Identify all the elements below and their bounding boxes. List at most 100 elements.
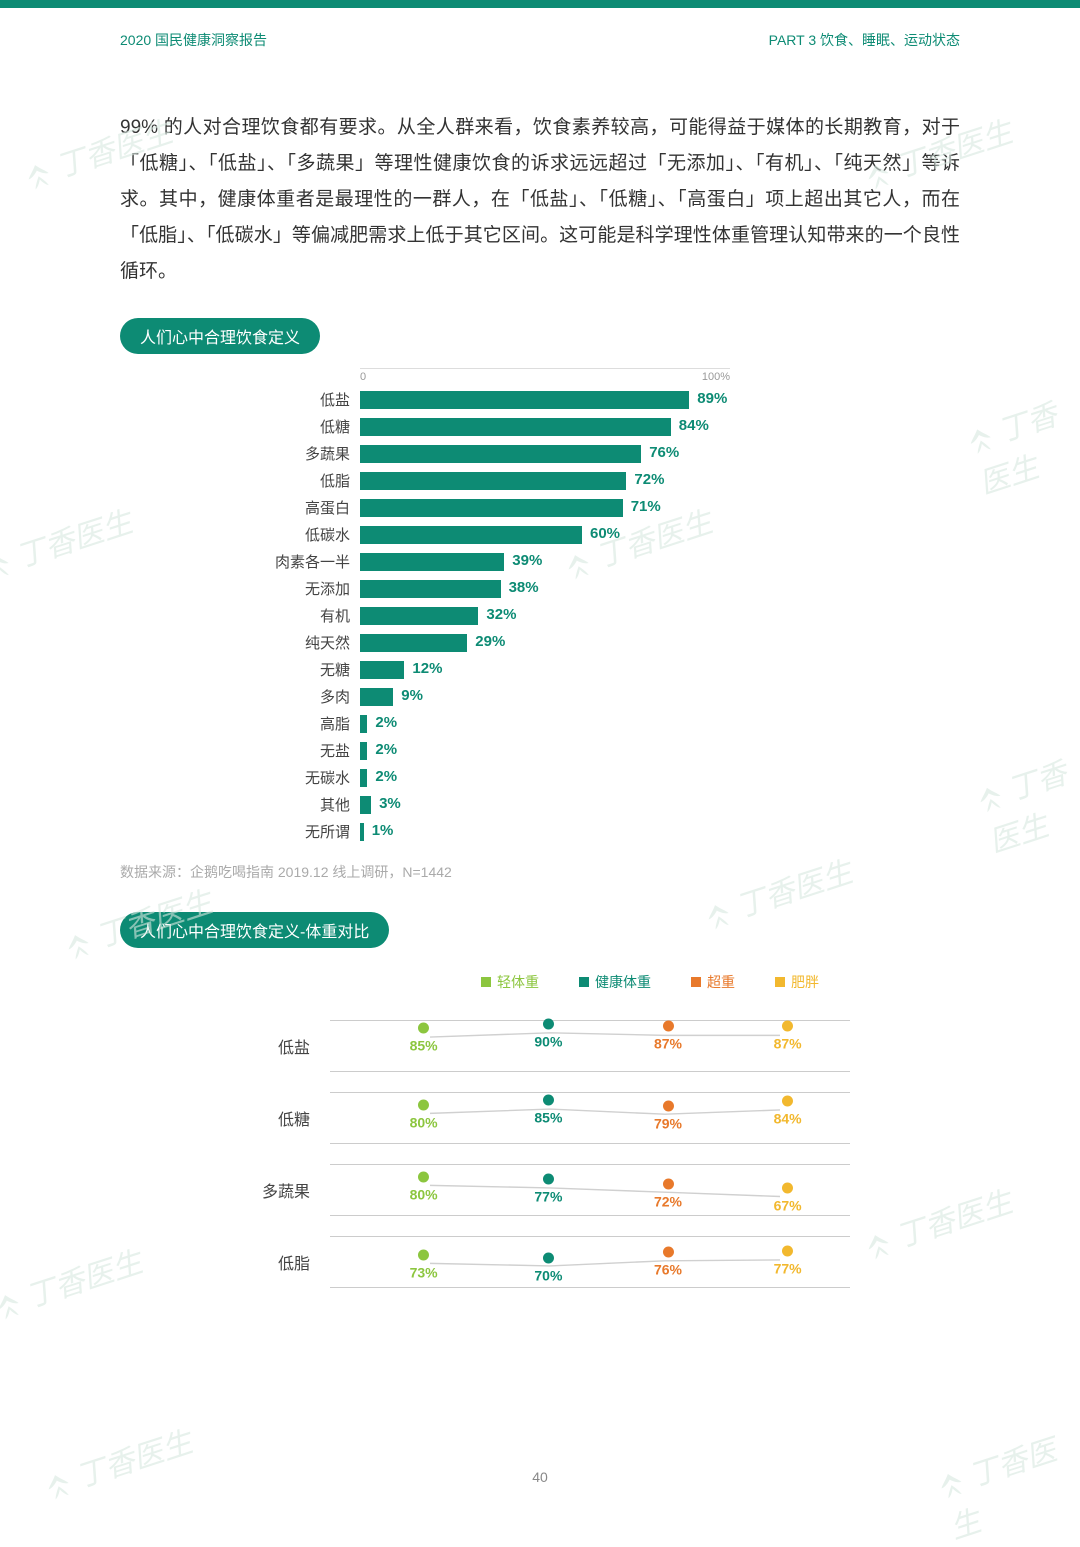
bar-value: 2% bbox=[375, 714, 397, 731]
dot-value: 77% bbox=[534, 1189, 562, 1205]
dot-value: 77% bbox=[774, 1261, 802, 1277]
bar-fill bbox=[360, 688, 393, 706]
dot-marker bbox=[543, 1018, 554, 1029]
dot-value: 85% bbox=[534, 1110, 562, 1126]
bar-label: 多肉 bbox=[260, 686, 360, 707]
dot-marker bbox=[782, 1246, 793, 1257]
bar-row: 高脂 2% bbox=[260, 711, 960, 736]
bar-value: 84% bbox=[679, 417, 709, 434]
bar-label: 无盐 bbox=[260, 740, 360, 761]
page-number: 40 bbox=[0, 1469, 1080, 1485]
bar-label: 高蛋白 bbox=[260, 497, 360, 518]
bar-row: 多蔬果76% bbox=[260, 441, 960, 466]
dot-row: 多蔬果80%77%72%67% bbox=[220, 1154, 960, 1226]
bar-value: 89% bbox=[697, 390, 727, 407]
legend-swatch bbox=[775, 977, 785, 987]
bar-value: 39% bbox=[512, 552, 542, 569]
dot-marker bbox=[782, 1096, 793, 1107]
dot-track: 73% 70% 76% 77% bbox=[330, 1236, 850, 1288]
legend-swatch bbox=[579, 977, 589, 987]
bar-fill bbox=[360, 580, 501, 598]
bar-fill bbox=[360, 823, 364, 841]
bar-value: 29% bbox=[475, 633, 505, 650]
bar-value: 72% bbox=[634, 471, 664, 488]
data-point: 90% bbox=[534, 1018, 562, 1049]
dot-value: 67% bbox=[774, 1198, 802, 1214]
bar-value: 12% bbox=[412, 660, 442, 677]
bar-label: 低糖 bbox=[260, 416, 360, 437]
dot-marker bbox=[663, 1100, 674, 1111]
legend-label: 轻体重 bbox=[497, 972, 539, 992]
bar-value: 2% bbox=[375, 741, 397, 758]
data-point: 80% bbox=[410, 1099, 438, 1130]
content-area: 99% 的人对合理饮食都有要求。从全人群来看，饮食素养较高，可能得益于媒体的长期… bbox=[0, 50, 1080, 1298]
bar-row: 无添加38% bbox=[260, 576, 960, 601]
dot-row: 低脂 73% 70% 76% 77% bbox=[220, 1226, 960, 1298]
data-point: 67% bbox=[774, 1183, 802, 1214]
bar-fill bbox=[360, 445, 641, 463]
dot-value: 72% bbox=[654, 1193, 682, 1209]
data-point: 76% bbox=[654, 1247, 682, 1278]
dot-value: 87% bbox=[654, 1036, 682, 1052]
dot-row-label: 低糖 bbox=[220, 1106, 330, 1130]
data-point: 72% bbox=[654, 1178, 682, 1209]
dot-row: 低糖 80% 85% 79% 84% bbox=[220, 1082, 960, 1154]
bar-row: 高蛋白71% bbox=[260, 495, 960, 520]
dot-row-label: 低盐 bbox=[220, 1034, 330, 1058]
dot-value: 80% bbox=[410, 1186, 438, 1202]
bar-label: 其他 bbox=[260, 794, 360, 815]
bar-fill bbox=[360, 391, 689, 409]
bar-row: 无所谓 1% bbox=[260, 819, 960, 844]
bar-label: 有机 bbox=[260, 605, 360, 626]
legend-swatch bbox=[691, 977, 701, 987]
dot-marker bbox=[663, 1247, 674, 1258]
bar-fill bbox=[360, 526, 582, 544]
bar-value: 32% bbox=[486, 606, 516, 623]
dot-value: 70% bbox=[534, 1267, 562, 1283]
data-source: 数据来源：企鹅吃喝指南 2019.12 线上调研，N=1442 bbox=[120, 862, 960, 882]
bar-label: 无所谓 bbox=[260, 821, 360, 842]
dot-marker bbox=[543, 1095, 554, 1106]
bar-row: 纯天然 29% bbox=[260, 630, 960, 655]
data-point: 77% bbox=[534, 1174, 562, 1205]
watermark: 丁香医生 bbox=[37, 1417, 197, 1506]
bar-label: 纯天然 bbox=[260, 632, 360, 653]
dot-marker bbox=[418, 1171, 429, 1182]
dot-row: 低盐85%90%87%87% bbox=[220, 1010, 960, 1082]
legend-item: 轻体重 bbox=[481, 972, 539, 992]
header-left: 2020 国民健康洞察报告 bbox=[120, 30, 267, 50]
data-point: 84% bbox=[774, 1096, 802, 1127]
dot-marker bbox=[418, 1249, 429, 1260]
legend: 轻体重健康体重超重肥胖 bbox=[340, 972, 960, 992]
legend-item: 健康体重 bbox=[579, 972, 651, 992]
data-point: 70% bbox=[534, 1252, 562, 1283]
bar-label: 高脂 bbox=[260, 713, 360, 734]
data-point: 73% bbox=[410, 1249, 438, 1280]
header-right: PART 3 饮食、睡眠、运动状态 bbox=[769, 30, 960, 50]
dot-value: 79% bbox=[654, 1115, 682, 1131]
bar-row: 低糖 84% bbox=[260, 414, 960, 439]
dot-value: 85% bbox=[410, 1038, 438, 1054]
data-point: 77% bbox=[774, 1246, 802, 1277]
top-accent-bar bbox=[0, 0, 1080, 8]
legend-label: 肥胖 bbox=[791, 972, 819, 992]
bar-value: 1% bbox=[372, 822, 394, 839]
bar-label: 肉素各一半 bbox=[260, 551, 360, 572]
bar-fill bbox=[360, 499, 623, 517]
bar-label: 低脂 bbox=[260, 470, 360, 491]
dot-comparison-chart: 轻体重健康体重超重肥胖低盐85%90%87%87%低糖80%85%79%84%多… bbox=[220, 972, 960, 1298]
dot-row-label: 低脂 bbox=[220, 1250, 330, 1274]
bar-fill bbox=[360, 742, 367, 760]
bar-row: 低盐89% bbox=[260, 387, 960, 412]
dot-track: 80% 85% 79% 84% bbox=[330, 1092, 850, 1144]
dot-track: 80% 77% 72% 67% bbox=[330, 1164, 850, 1216]
bar-chart: 0100%低盐89%低糖84%多蔬果76%低脂72%高蛋白71%低碳水60%肉素… bbox=[260, 368, 960, 844]
data-point: 79% bbox=[654, 1100, 682, 1131]
bar-row: 有机 32% bbox=[260, 603, 960, 628]
bar-fill bbox=[360, 472, 626, 490]
bar-value: 60% bbox=[590, 525, 620, 542]
bar-fill bbox=[360, 553, 504, 571]
bar-fill bbox=[360, 607, 478, 625]
bar-row: 低碳水60% bbox=[260, 522, 960, 547]
data-point: 85% bbox=[410, 1023, 438, 1054]
